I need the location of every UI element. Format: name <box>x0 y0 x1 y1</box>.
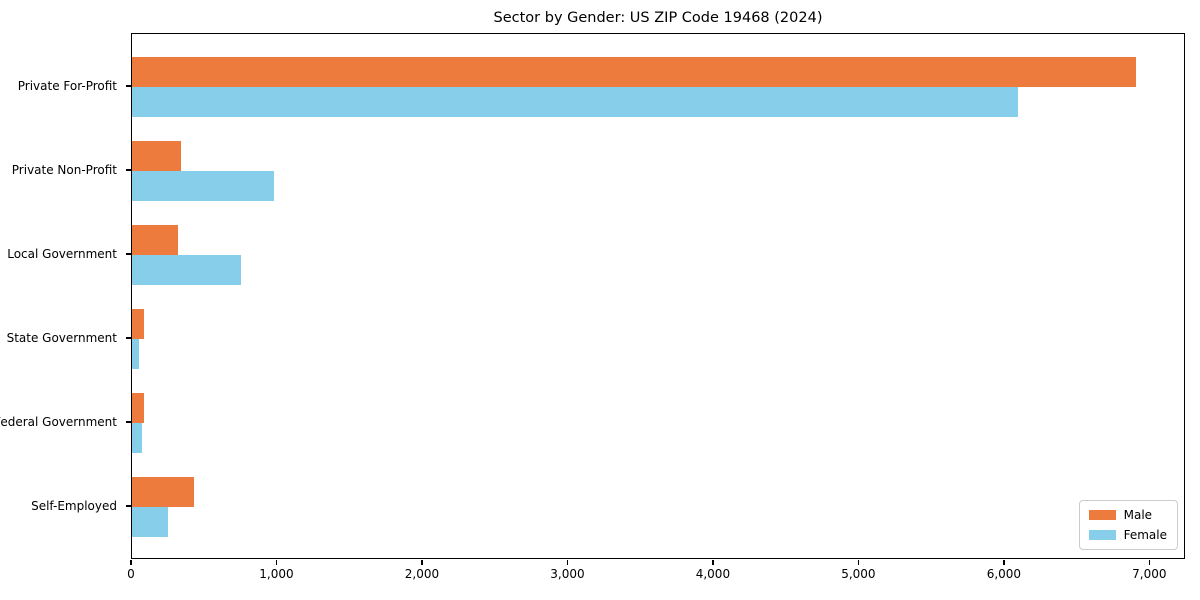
ytick-mark-state-government <box>126 337 131 339</box>
legend-swatch-female <box>1088 530 1116 540</box>
bar-female-local-government <box>132 255 242 285</box>
plot-area: Male Female <box>131 33 1185 559</box>
legend-label-male: Male <box>1123 508 1153 522</box>
ytick-mark-self-employed <box>126 505 131 507</box>
xtick-mark-0 <box>130 560 132 565</box>
xtick-label-5000: 5,000 <box>841 567 876 581</box>
ytick-label-state-government: State Government <box>6 331 117 345</box>
bar-male-local-government <box>132 225 178 255</box>
bar-male-private-non-profit <box>132 141 182 171</box>
ytick-label-self-employed: Self-Employed <box>31 499 117 513</box>
ytick-mark-federal-government <box>126 421 131 423</box>
chart-title: Sector by Gender: US ZIP Code 19468 (202… <box>493 10 823 26</box>
bar-male-federal-government <box>132 393 144 423</box>
xtick-mark-6000 <box>1003 560 1005 565</box>
xtick-label-4000: 4,000 <box>695 567 731 581</box>
ytick-label-local-government: Local Government <box>7 247 117 261</box>
ytick-mark-local-government <box>126 253 131 255</box>
xtick-label-2000: 2,000 <box>404 567 440 581</box>
legend-row-male: Male <box>1088 508 1167 522</box>
legend-row-female: Female <box>1088 528 1167 542</box>
bar-male-private-for-profit <box>132 57 1136 87</box>
bar-female-self-employed <box>132 507 169 537</box>
ytick-label-private-for-profit: Private For-Profit <box>17 79 117 93</box>
bar-male-self-employed <box>132 477 194 507</box>
legend-swatch-male <box>1088 510 1116 520</box>
legend: Male Female <box>1078 500 1178 550</box>
xtick-label-3000: 3,000 <box>550 567 585 581</box>
bar-female-private-for-profit <box>132 87 1018 117</box>
bar-male-state-government <box>132 309 144 339</box>
xtick-mark-4000 <box>712 560 714 565</box>
bar-female-private-non-profit <box>132 171 274 201</box>
xtick-mark-5000 <box>857 560 860 565</box>
xtick-mark-2000 <box>421 560 423 565</box>
xtick-label-7000: 7,000 <box>1132 567 1167 581</box>
xtick-label-6000: 6,000 <box>986 567 1022 581</box>
xtick-label-1000: 1,000 <box>259 567 294 581</box>
legend-label-female: Female <box>1123 528 1167 542</box>
ytick-label-federal-government: Federal Government <box>0 415 117 429</box>
ytick-mark-private-for-profit <box>126 85 131 87</box>
bar-female-state-government <box>132 339 140 369</box>
ytick-mark-private-non-profit <box>126 169 131 171</box>
ytick-label-private-non-profit: Private Non-Profit <box>11 163 117 177</box>
xtick-mark-7000 <box>1148 560 1150 565</box>
xtick-mark-1000 <box>275 560 278 565</box>
xtick-label-0: 0 <box>127 567 135 581</box>
xtick-mark-3000 <box>566 560 569 565</box>
bar-female-federal-government <box>132 423 143 453</box>
